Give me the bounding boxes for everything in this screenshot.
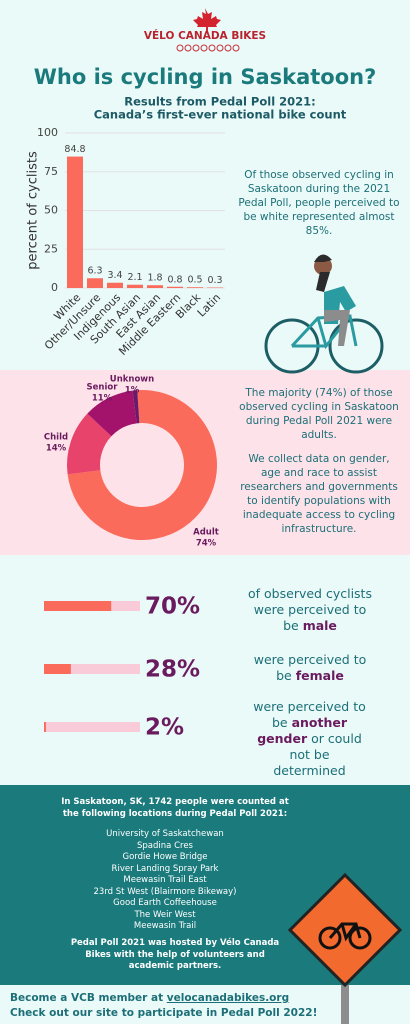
subtitle: Results from Pedal Poll 2021: xyxy=(124,95,316,109)
donut-slice xyxy=(87,390,137,437)
slice-label: Senior xyxy=(87,383,119,393)
progress-fill xyxy=(44,601,112,611)
value-label: 6.3 xyxy=(87,266,102,277)
bar xyxy=(67,156,83,288)
age-note: The majority (74%) of those observed cyc… xyxy=(239,387,399,441)
progress-track xyxy=(44,722,140,732)
gender-bold: another gender xyxy=(257,715,348,746)
value-label: 2.1 xyxy=(127,272,142,283)
value-label: 0.8 xyxy=(167,274,182,285)
race-note: Of those observed cycling in Saskatoon d… xyxy=(238,169,400,237)
location: 23rd St West (Blairmore Bikeway) xyxy=(93,886,237,897)
location-list: University of Saskatchewan Spadina Cres Go… xyxy=(40,829,290,933)
gender-pre: were perceived to be xyxy=(253,699,366,730)
value-label: 0.3 xyxy=(207,275,222,286)
bar xyxy=(167,286,183,288)
gender-text: of observed cyclists were perceived to b… xyxy=(245,586,375,634)
gender-bold: female xyxy=(295,668,344,683)
slice-label: Unknown xyxy=(110,375,154,385)
bike-sign-illustration xyxy=(287,872,403,1024)
slice-value: 14% xyxy=(46,444,67,454)
gender-pre: were perceived to be xyxy=(253,652,367,683)
location: Meewasin Trail East xyxy=(123,875,207,885)
progress-fill xyxy=(44,664,71,674)
footer-member: Become a VCB member at velocanadabikes.o… xyxy=(10,992,289,1004)
percent-label: 70% xyxy=(145,594,200,620)
x-tick-label: Latin xyxy=(195,291,223,319)
maple-leaf xyxy=(193,8,221,33)
footer-participate: Check out our site to participate in Ped… xyxy=(10,1007,318,1019)
gender-pre: of observed cyclists were perceived to b… xyxy=(248,586,372,633)
bar xyxy=(187,287,203,288)
progress-fill xyxy=(44,722,46,732)
location: Meewasin Trail xyxy=(133,921,197,931)
bar xyxy=(127,284,143,288)
slice-value: 74% xyxy=(196,539,217,549)
value-label: 84.8 xyxy=(64,144,85,155)
title: Who is cycling in Saskatoon? xyxy=(34,65,377,89)
donut-slice xyxy=(67,390,217,541)
location: The Weir West xyxy=(134,909,196,920)
location: Gordie Howe Bridge xyxy=(122,852,208,862)
location: Good Earth Coffeehouse xyxy=(113,898,217,908)
logo-text: VÉLO CANADA BIKES xyxy=(144,29,266,42)
subtitle: Canada’s first-ever national bike count xyxy=(94,108,347,122)
slice-label: Adult xyxy=(193,528,219,538)
gender-text: were perceived to be another gender or c… xyxy=(252,699,367,779)
y-tick-label: 75 xyxy=(44,165,58,178)
bar xyxy=(87,278,103,288)
location: University of Saskatchewan xyxy=(106,829,224,839)
y-tick-label: 100 xyxy=(37,126,58,139)
gender-post: or could not be determined xyxy=(273,731,362,778)
footer-text: Become a VCB member at xyxy=(10,992,164,1004)
slice-label: Child xyxy=(44,433,68,443)
y-tick-label: 0 xyxy=(51,281,58,294)
location: River Landing Spray Park xyxy=(111,863,219,874)
location: Spadina Cres xyxy=(137,840,193,851)
y-tick-label: 25 xyxy=(44,242,58,255)
donut-slice xyxy=(132,390,140,424)
donut-slice xyxy=(67,413,112,475)
bar xyxy=(147,285,163,288)
progress-track xyxy=(44,664,140,674)
percent-label: 2% xyxy=(145,715,184,741)
bar xyxy=(107,282,123,288)
y-tick-label: 50 xyxy=(44,204,58,217)
value-label: 0.5 xyxy=(187,275,202,286)
y-axis-label: percent of cyclists xyxy=(26,151,41,270)
age-note: We collect data on gender, age and race … xyxy=(240,453,398,535)
slice-value: 1% xyxy=(125,386,140,396)
percent-label: 28% xyxy=(145,657,200,683)
hosted-note: Pedal Poll 2021 was hosted by Vélo Canad… xyxy=(70,938,280,971)
value-label: 1.8 xyxy=(147,273,162,284)
gender-text: were perceived to be female xyxy=(245,652,375,684)
footer-link[interactable]: velocanadabikes.org xyxy=(166,992,290,1004)
count-intro: In Saskatoon, SK, 1742 people were count… xyxy=(61,797,289,819)
slice-value: 11% xyxy=(92,394,113,404)
value-label: 3.4 xyxy=(107,270,122,281)
logo-bikes xyxy=(176,44,240,52)
cyclist-illustration xyxy=(264,254,384,374)
gender-bold: male xyxy=(302,618,337,633)
